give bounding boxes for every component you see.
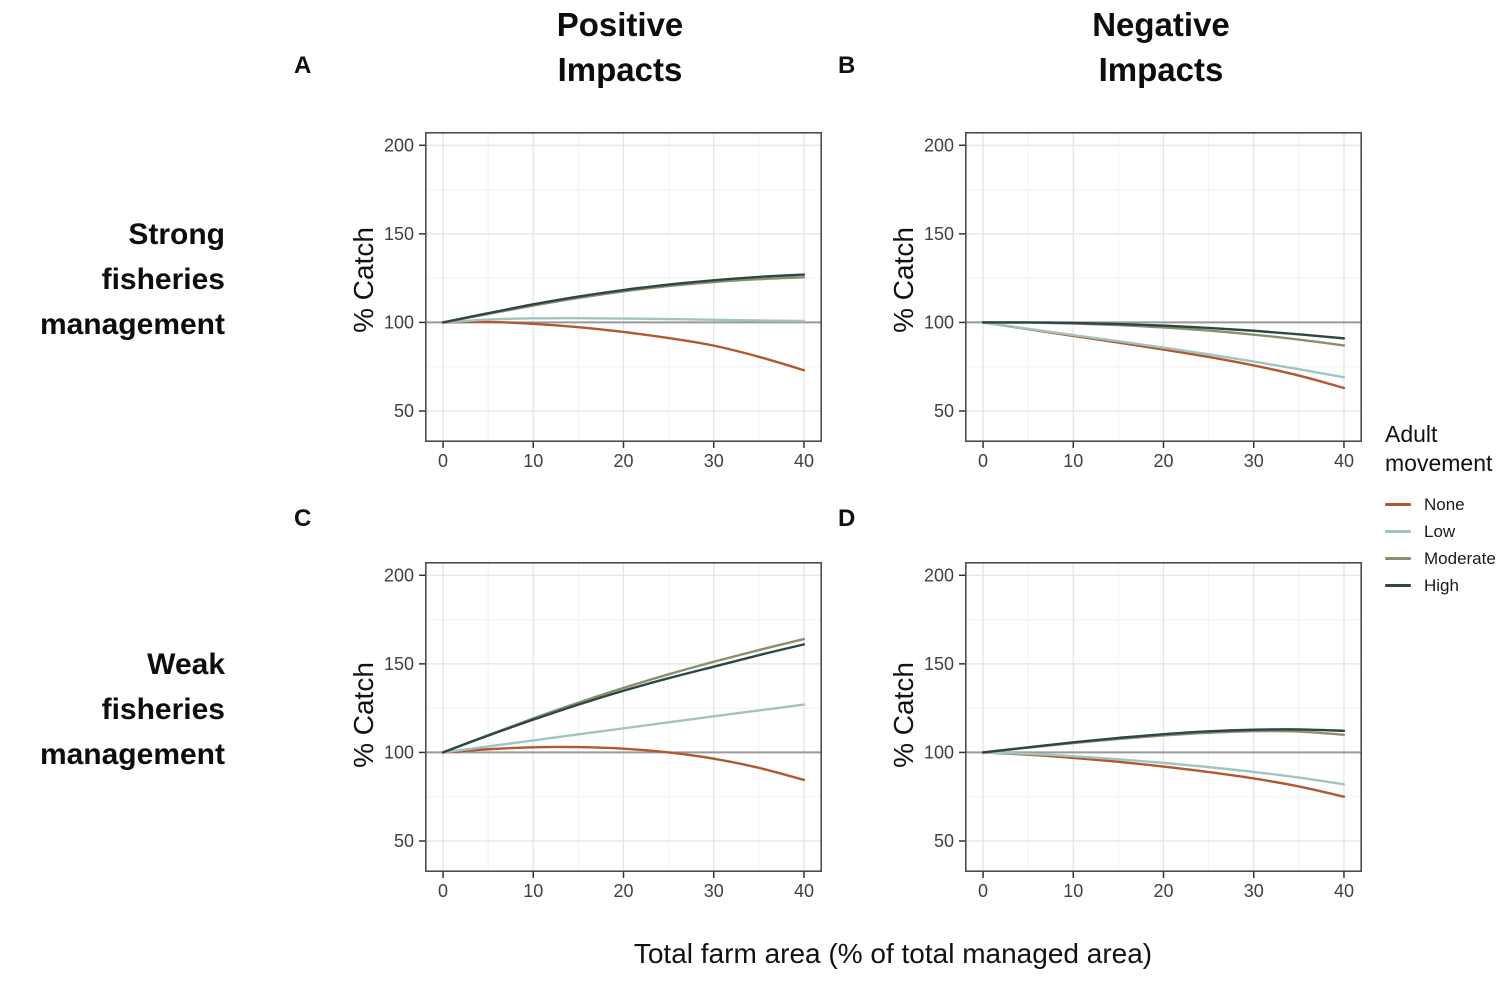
panel-plot-a: 0 10 20 30 40 50 100 150 200 — [384, 132, 822, 471]
row-header-weak: Weak fisheries management — [0, 642, 225, 777]
legend-items: None Low Moderate High — [1385, 491, 1500, 599]
legend-label-moderate: Moderate — [1424, 548, 1496, 568]
svg-text:0: 0 — [978, 881, 988, 901]
panel-plot-d: 0 10 20 30 40 50 100 150 200 — [924, 562, 1362, 901]
svg-text:40: 40 — [1334, 881, 1354, 901]
svg-text:30: 30 — [704, 451, 724, 471]
row-header-weak-line2: fisheries — [101, 693, 225, 726]
column-header-negative: Negative Impacts — [1011, 2, 1311, 92]
svg-text:50: 50 — [934, 401, 954, 421]
svg-text:100: 100 — [924, 742, 954, 762]
svg-text:200: 200 — [384, 565, 414, 585]
panel-label-b: B — [838, 52, 856, 79]
svg-text:50: 50 — [394, 401, 414, 421]
svg-text:40: 40 — [1334, 451, 1354, 471]
svg-text:0: 0 — [438, 881, 448, 901]
column-header-positive: Positive Impacts — [470, 2, 770, 92]
svg-text:200: 200 — [384, 135, 414, 155]
svg-text:20: 20 — [1153, 881, 1173, 901]
row-header-strong-line2: fisheries — [101, 263, 225, 296]
svg-text:10: 10 — [523, 451, 543, 471]
column-header-positive-line1: Positive — [556, 6, 684, 43]
svg-text:150: 150 — [384, 224, 414, 244]
svg-text:200: 200 — [924, 565, 954, 585]
svg-text:100: 100 — [384, 742, 414, 762]
svg-text:100: 100 — [384, 312, 414, 332]
legend-item-moderate: Moderate — [1385, 545, 1500, 572]
svg-text:10: 10 — [1063, 881, 1083, 901]
svg-text:0: 0 — [438, 451, 448, 471]
legend: Adult movement None Low Moderate High — [1385, 420, 1500, 599]
legend-title-line2: movement — [1385, 450, 1493, 476]
legend-item-low: Low — [1385, 518, 1500, 545]
svg-text:200: 200 — [924, 135, 954, 155]
legend-label-high: High — [1424, 575, 1459, 595]
svg-text:0: 0 — [978, 451, 988, 471]
panel-label-a: A — [294, 52, 312, 79]
svg-text:50: 50 — [394, 831, 414, 851]
row-header-weak-line3: management — [39, 738, 225, 771]
svg-text:20: 20 — [613, 451, 633, 471]
svg-text:10: 10 — [523, 881, 543, 901]
svg-text:30: 30 — [1244, 451, 1264, 471]
legend-key-moderate-icon — [1385, 557, 1411, 560]
legend-label-none: None — [1424, 494, 1465, 514]
svg-text:150: 150 — [924, 224, 954, 244]
legend-title: Adult movement — [1385, 420, 1500, 478]
y-axis-label-c: % Catch — [348, 662, 379, 768]
legend-key-low-icon — [1385, 530, 1411, 533]
legend-item-none: None — [1385, 491, 1500, 518]
panel-plot-c: 0 10 20 30 40 50 100 150 200 — [384, 562, 822, 901]
svg-text:50: 50 — [934, 831, 954, 851]
svg-text:30: 30 — [704, 881, 724, 901]
svg-text:100: 100 — [924, 312, 954, 332]
x-axis-label: Total farm area (% of total managed area… — [633, 938, 1153, 969]
panel-plot-b: 0 10 20 30 40 50 100 150 200 — [924, 132, 1362, 471]
column-header-negative-line1: Negative — [1092, 6, 1230, 43]
svg-text:150: 150 — [384, 654, 414, 674]
legend-key-high-icon — [1385, 584, 1411, 587]
legend-key-none-icon — [1385, 503, 1411, 506]
svg-text:40: 40 — [794, 881, 814, 901]
svg-text:150: 150 — [924, 654, 954, 674]
panel-label-c: C — [294, 505, 312, 532]
svg-text:30: 30 — [1244, 881, 1264, 901]
row-header-strong-line3: management — [39, 308, 225, 341]
legend-label-low: Low — [1424, 521, 1456, 541]
svg-text:20: 20 — [1153, 451, 1173, 471]
legend-title-line1: Adult — [1385, 421, 1438, 447]
svg-text:20: 20 — [613, 881, 633, 901]
row-header-strong-line1: Strong — [128, 218, 225, 251]
legend-item-high: High — [1385, 572, 1500, 599]
column-header-negative-line2: Impacts — [1098, 51, 1224, 88]
panel-label-d: D — [838, 505, 856, 532]
svg-text:40: 40 — [794, 451, 814, 471]
row-header-strong: Strong fisheries management — [0, 212, 225, 347]
column-header-positive-line2: Impacts — [557, 51, 683, 88]
y-axis-label-a: % Catch — [348, 227, 379, 333]
y-axis-label-b: % Catch — [888, 227, 919, 333]
y-axis-label-d: % Catch — [888, 662, 919, 768]
row-header-weak-line1: Weak — [147, 648, 225, 681]
svg-text:10: 10 — [1063, 451, 1083, 471]
